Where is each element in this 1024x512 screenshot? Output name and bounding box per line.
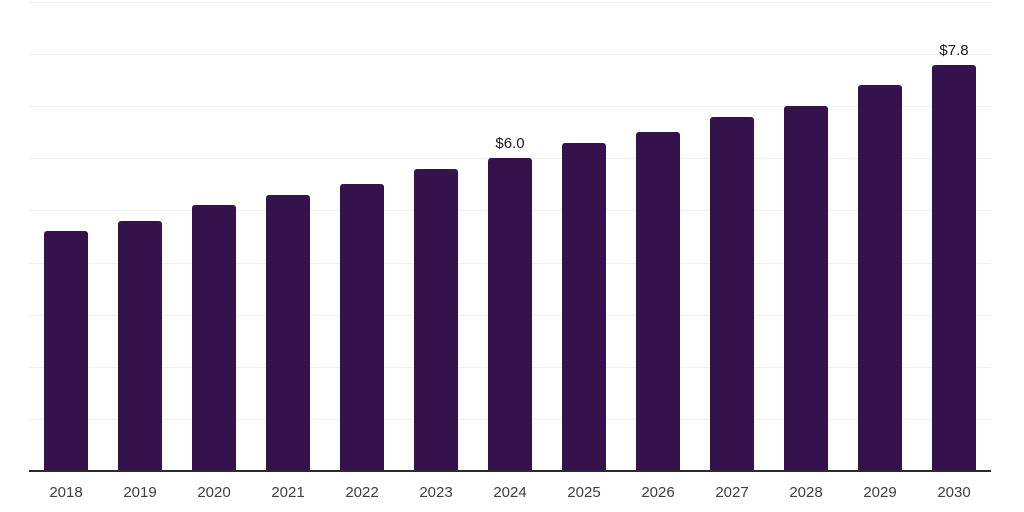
bar-2025 (562, 142, 606, 471)
gridline (29, 2, 991, 3)
x-tick-label-2030: 2030 (937, 484, 971, 501)
x-axis-labels: 2018 2019 2020 2021 2022 2023 2024 2025 2026 2027… (29, 485, 991, 500)
bar-2029 (858, 85, 902, 471)
x-tick-label-2018: 2018 (49, 484, 83, 501)
bar-2024 (488, 158, 532, 471)
x-tick-label-2024: 2024 (493, 484, 527, 501)
bar-slot-2026 (621, 2, 695, 471)
x-tick-label-2029: 2029 (863, 484, 897, 501)
x-axis-line (29, 470, 991, 472)
bar-slot-2022 (325, 2, 399, 471)
bar-2022 (340, 184, 384, 471)
bars-container: $6.0 $7.8 (29, 2, 991, 471)
bar-2021 (266, 194, 310, 471)
bar-2030 (932, 64, 976, 471)
bar-2026 (636, 132, 680, 471)
data-label-2024: $6.0 (495, 135, 525, 153)
bar-2028 (784, 106, 828, 471)
bar-slot-2021 (251, 2, 325, 471)
bar-slot-2030: $7.8 (917, 2, 991, 471)
bar-slot-2024: $6.0 (473, 2, 547, 471)
bar-slot-2019 (103, 2, 177, 471)
x-tick-label-2019: 2019 (123, 484, 157, 501)
bar-slot-2025 (547, 2, 621, 471)
bar-slot-2020 (177, 2, 251, 471)
x-tick-label-2028: 2028 (789, 484, 823, 501)
bar-slot-2028 (769, 2, 843, 471)
x-tick-label-2022: 2022 (345, 484, 379, 501)
x-tick-label-2020: 2020 (197, 484, 231, 501)
x-tick-label-2021: 2021 (271, 484, 305, 501)
data-label-2030: $7.8 (939, 41, 969, 59)
bar-slot-2018 (29, 2, 103, 471)
bar-slot-2027 (695, 2, 769, 471)
bar-2020 (192, 205, 236, 471)
bar-slot-2029 (843, 2, 917, 471)
x-tick-label-2023: 2023 (419, 484, 453, 501)
bar-2023 (414, 168, 458, 471)
x-tick-label-2026: 2026 (641, 484, 675, 501)
bar-2019 (118, 220, 162, 471)
bar-2027 (710, 116, 754, 471)
plot-area: $6.0 $7.8 (29, 2, 991, 471)
gridline (29, 54, 991, 56)
x-tick-label-2025: 2025 (567, 484, 601, 501)
gridline (29, 106, 991, 108)
bar-slot-2023 (399, 2, 473, 471)
x-tick-label-2027: 2027 (715, 484, 749, 501)
bar-2018 (44, 231, 88, 471)
